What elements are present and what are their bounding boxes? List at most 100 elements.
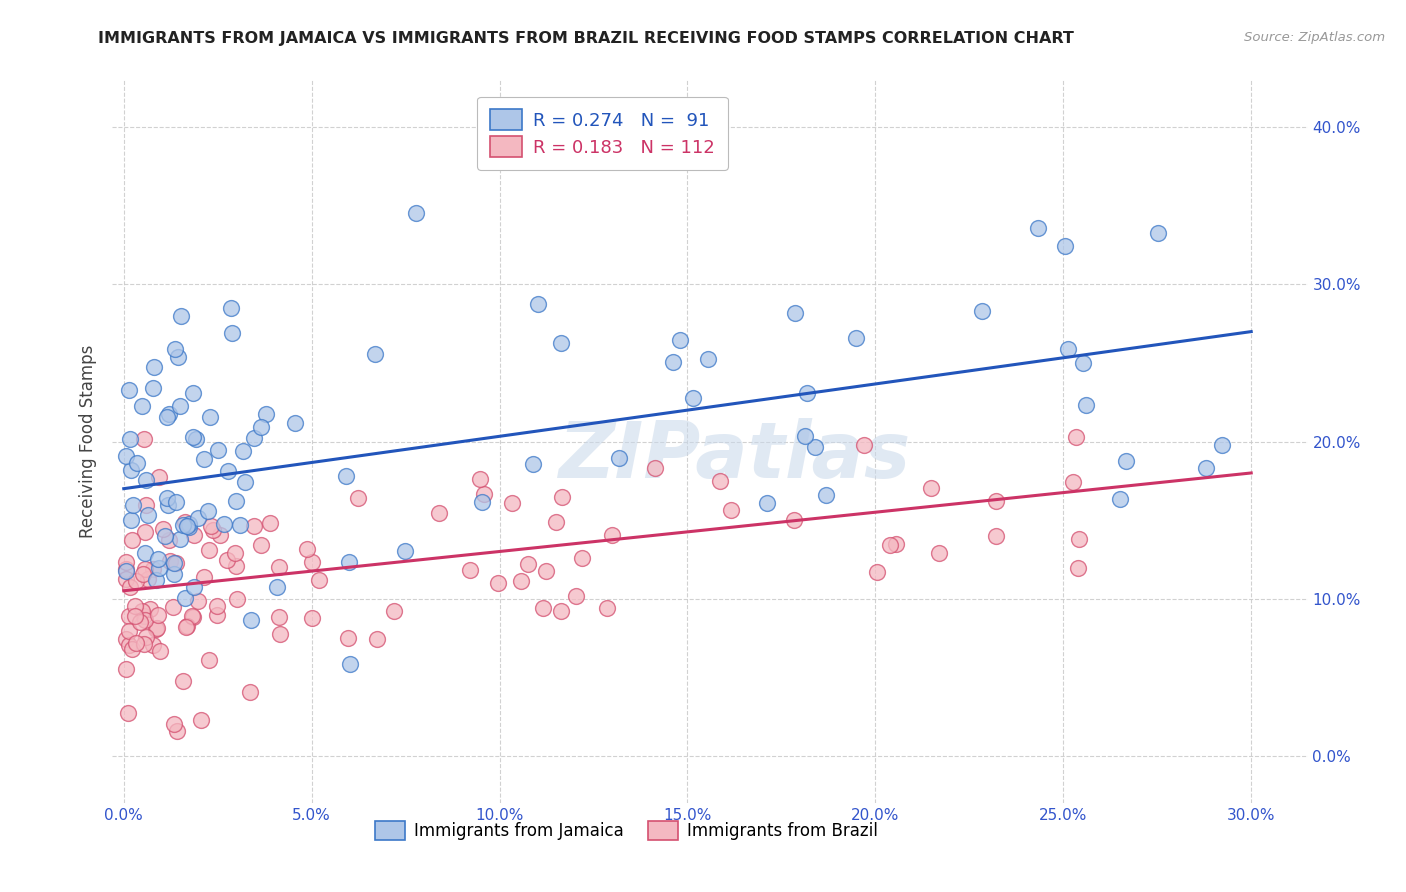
Point <box>756 496 779 510</box>
Point <box>501 496 523 510</box>
Point <box>1109 491 1132 506</box>
Point <box>984 494 1007 508</box>
Point <box>225 494 247 508</box>
Point <box>682 391 704 405</box>
Point <box>142 562 165 576</box>
Point <box>146 607 169 622</box>
Point <box>243 519 266 533</box>
Point <box>187 511 209 525</box>
Text: ZIPatlas: ZIPatlas <box>558 418 910 494</box>
Point <box>468 473 491 487</box>
Point <box>145 573 167 587</box>
Point <box>565 590 588 604</box>
Point <box>254 408 277 422</box>
Point <box>804 440 827 454</box>
Point <box>118 609 141 624</box>
Point <box>176 618 198 632</box>
Point <box>267 610 290 624</box>
Point <box>405 206 427 220</box>
Point <box>135 498 157 512</box>
Point <box>550 336 572 351</box>
Point <box>794 429 817 443</box>
Point <box>134 613 156 627</box>
Point <box>662 355 685 369</box>
Point <box>207 608 229 623</box>
Point <box>121 533 143 548</box>
Point <box>458 563 481 577</box>
Point <box>136 572 159 586</box>
Point <box>928 546 950 560</box>
Point <box>172 518 194 533</box>
Point <box>183 609 205 624</box>
Point <box>142 638 165 652</box>
Point <box>986 529 1008 543</box>
Point <box>142 381 165 395</box>
Point <box>486 575 509 590</box>
Point <box>134 637 156 651</box>
Point <box>165 343 187 357</box>
Point <box>198 652 221 666</box>
Point <box>644 460 666 475</box>
Point <box>233 475 256 489</box>
Point <box>180 608 202 623</box>
Point <box>131 604 153 618</box>
Point <box>163 717 186 731</box>
Point <box>364 347 387 361</box>
Point <box>551 490 574 504</box>
Point <box>1071 356 1094 370</box>
Point <box>174 515 197 529</box>
Point <box>134 546 156 560</box>
Legend: Immigrants from Jamaica, Immigrants from Brazil: Immigrants from Jamaica, Immigrants from… <box>367 813 886 848</box>
Point <box>157 407 180 421</box>
Point <box>1064 430 1087 444</box>
Point <box>165 494 187 508</box>
Point <box>193 570 215 584</box>
Point <box>336 631 359 645</box>
Point <box>163 556 186 570</box>
Point <box>845 331 868 345</box>
Point <box>197 504 219 518</box>
Point <box>1115 454 1137 468</box>
Point <box>534 564 557 578</box>
Point <box>198 543 221 558</box>
Point <box>697 351 720 366</box>
Point <box>156 491 179 505</box>
Point <box>170 309 193 323</box>
Point <box>544 516 567 530</box>
Point <box>115 561 138 575</box>
Point <box>143 360 166 375</box>
Point <box>120 463 142 477</box>
Y-axis label: Receiving Food Stamps: Receiving Food Stamps <box>79 345 97 538</box>
Point <box>232 444 254 458</box>
Point <box>600 528 623 542</box>
Point <box>163 566 186 581</box>
Point <box>550 604 572 618</box>
Point <box>165 556 187 570</box>
Point <box>134 524 156 539</box>
Point <box>131 399 153 413</box>
Point <box>139 602 162 616</box>
Point <box>720 503 742 517</box>
Point <box>972 303 994 318</box>
Point <box>526 297 548 311</box>
Point <box>224 546 246 560</box>
Point <box>920 481 942 495</box>
Point <box>259 516 281 531</box>
Point <box>531 601 554 615</box>
Point <box>250 538 273 552</box>
Point <box>1211 438 1233 452</box>
Point <box>138 508 160 523</box>
Point <box>1147 226 1170 240</box>
Point <box>783 513 806 527</box>
Point <box>522 458 544 472</box>
Point <box>250 420 273 434</box>
Point <box>125 574 148 588</box>
Point <box>243 431 266 445</box>
Point <box>219 301 242 315</box>
Point <box>132 567 155 582</box>
Point <box>118 638 141 652</box>
Point <box>217 464 239 478</box>
Point <box>1195 461 1218 475</box>
Point <box>162 600 184 615</box>
Point <box>166 723 188 738</box>
